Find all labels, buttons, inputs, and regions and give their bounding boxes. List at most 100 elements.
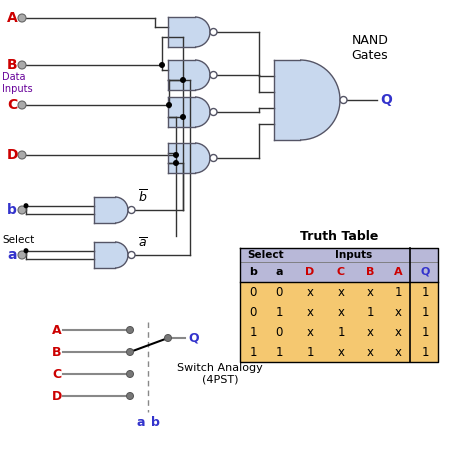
Text: A: A [394, 267, 402, 277]
Text: D: D [52, 389, 62, 402]
Circle shape [210, 154, 217, 161]
Text: b: b [7, 203, 17, 217]
Circle shape [18, 206, 26, 214]
Text: x: x [306, 325, 314, 339]
Text: Data
Inputs: Data Inputs [2, 72, 32, 94]
Text: 1: 1 [249, 325, 257, 339]
Text: Inputs: Inputs [335, 250, 373, 260]
Text: x: x [338, 346, 345, 358]
Text: x: x [366, 286, 373, 298]
Text: b: b [151, 416, 159, 430]
Circle shape [166, 102, 172, 108]
Text: a: a [275, 267, 283, 277]
Circle shape [18, 251, 26, 259]
Text: x: x [395, 305, 401, 318]
Text: x: x [338, 305, 345, 318]
Text: Select: Select [248, 250, 284, 260]
Text: x: x [366, 346, 373, 358]
Polygon shape [94, 197, 115, 223]
Text: B: B [52, 346, 62, 358]
Polygon shape [195, 143, 210, 173]
Text: 1: 1 [421, 286, 429, 298]
Circle shape [126, 348, 134, 356]
Text: 1: 1 [306, 346, 314, 358]
Circle shape [126, 326, 134, 333]
Text: Q: Q [188, 332, 198, 345]
Text: a: a [137, 416, 145, 430]
Polygon shape [168, 143, 195, 173]
Text: b: b [249, 267, 257, 277]
Circle shape [180, 114, 186, 120]
Text: C: C [52, 368, 61, 380]
Text: 1: 1 [275, 305, 283, 318]
Text: D: D [7, 148, 18, 162]
Circle shape [128, 251, 135, 258]
Circle shape [18, 61, 26, 69]
Text: $\overline{a}$: $\overline{a}$ [138, 236, 148, 250]
Text: x: x [306, 305, 314, 318]
Polygon shape [168, 17, 195, 47]
Polygon shape [274, 60, 300, 140]
Text: 0: 0 [275, 325, 283, 339]
Circle shape [173, 160, 179, 166]
Text: 1: 1 [337, 325, 345, 339]
Circle shape [18, 14, 26, 22]
Text: 0: 0 [275, 286, 283, 298]
Circle shape [18, 101, 26, 109]
Text: x: x [395, 346, 401, 358]
Text: 0: 0 [249, 286, 256, 298]
Circle shape [165, 334, 171, 341]
Text: NAND
Gates: NAND Gates [351, 34, 388, 62]
Text: 1: 1 [249, 346, 257, 358]
Text: 1: 1 [421, 305, 429, 318]
Text: Q: Q [420, 267, 430, 277]
Text: C: C [337, 267, 345, 277]
Text: Switch Analogy
(4PST): Switch Analogy (4PST) [177, 363, 263, 385]
Text: A: A [7, 11, 18, 25]
Polygon shape [195, 60, 210, 90]
Circle shape [210, 108, 217, 115]
Text: 1: 1 [421, 325, 429, 339]
Text: B: B [7, 58, 18, 72]
Text: x: x [306, 286, 314, 298]
FancyBboxPatch shape [240, 248, 438, 282]
Circle shape [126, 371, 134, 378]
Circle shape [180, 77, 186, 83]
Circle shape [173, 152, 179, 158]
Text: 1: 1 [366, 305, 374, 318]
Text: A: A [52, 324, 62, 336]
Circle shape [23, 203, 28, 208]
Circle shape [23, 248, 28, 253]
Circle shape [126, 393, 134, 400]
Text: 1: 1 [275, 346, 283, 358]
Circle shape [128, 206, 135, 213]
Polygon shape [300, 60, 340, 140]
Polygon shape [115, 197, 128, 223]
Text: D: D [306, 267, 315, 277]
Text: Truth Table: Truth Table [300, 230, 378, 243]
Text: C: C [7, 98, 17, 112]
Text: x: x [395, 325, 401, 339]
Text: a: a [7, 248, 17, 262]
Text: 1: 1 [394, 286, 402, 298]
Text: Q: Q [380, 93, 392, 107]
Text: $\overline{b}$: $\overline{b}$ [138, 189, 148, 205]
Circle shape [18, 151, 26, 159]
Circle shape [210, 71, 217, 78]
Text: x: x [366, 325, 373, 339]
Circle shape [210, 29, 217, 36]
Polygon shape [195, 97, 210, 127]
Text: 0: 0 [249, 305, 256, 318]
Polygon shape [195, 17, 210, 47]
Text: 1: 1 [421, 346, 429, 358]
Polygon shape [115, 242, 128, 268]
Text: B: B [366, 267, 374, 277]
Polygon shape [168, 60, 195, 90]
FancyBboxPatch shape [240, 282, 438, 362]
Text: x: x [338, 286, 345, 298]
Text: Select: Select [2, 235, 34, 245]
Polygon shape [94, 242, 115, 268]
Circle shape [340, 97, 347, 104]
Polygon shape [168, 97, 195, 127]
Circle shape [159, 62, 165, 68]
